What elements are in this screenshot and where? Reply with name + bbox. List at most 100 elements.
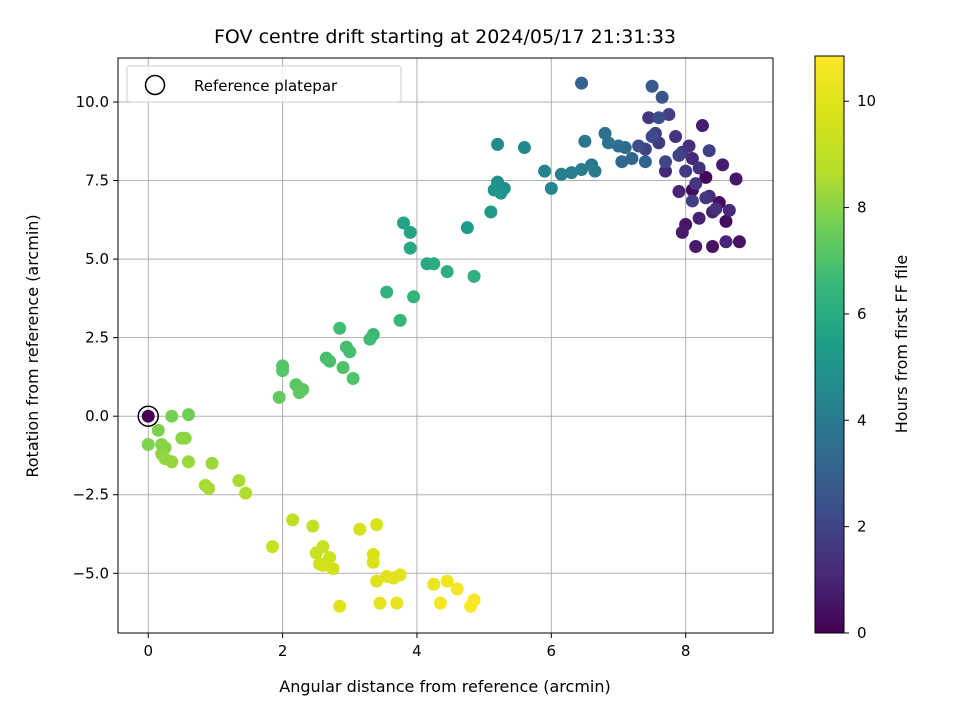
legend-box [126, 65, 402, 103]
y-tick-label: −5.0 [73, 564, 109, 582]
scatter-point [151, 423, 165, 437]
x-tick-label: 2 [278, 642, 288, 660]
x-axis-ticks: 0 2 4 6 8 [143, 633, 690, 660]
scatter-point [141, 437, 155, 451]
scatter-point [689, 177, 703, 191]
scatter-point [615, 155, 629, 169]
scatter-point [353, 522, 367, 536]
colorbar-tick-label: 6 [857, 305, 867, 323]
legend-label-reference: Reference platepar [194, 77, 338, 95]
colorbar-tick-label: 4 [857, 411, 867, 429]
scatter-point [645, 130, 659, 144]
data-points [137, 76, 746, 613]
scatter-point [205, 456, 219, 470]
scatter-point [316, 558, 330, 572]
scatter-point [611, 139, 625, 153]
scatter-point [464, 599, 478, 613]
legend: Reference platepar [126, 65, 402, 103]
y-axis-label: Rotation from reference (arcmin) [23, 214, 42, 477]
scatter-point [403, 241, 417, 255]
scatter-point [165, 455, 179, 469]
scatter-point [601, 136, 615, 150]
scatter-point [675, 225, 689, 239]
y-tick-label: 7.5 [85, 172, 109, 190]
scatter-point [390, 596, 404, 610]
scatter-point [625, 152, 639, 166]
scatter-point [554, 167, 568, 181]
scatter-point [732, 235, 746, 249]
scatter-point [692, 161, 706, 175]
scatter-point [380, 285, 394, 299]
reference-platepar-marker [137, 405, 159, 427]
scatter-point [575, 76, 589, 90]
scatter-point [326, 562, 340, 576]
scatter-point [669, 130, 683, 144]
scatter-point [232, 474, 246, 488]
scatter-point [370, 518, 384, 532]
scatter-point [672, 185, 686, 199]
colorbar-label: Hours from first FF file [892, 255, 911, 434]
scatter-point [272, 390, 286, 404]
scatter-point [692, 211, 706, 225]
scatter-point [642, 111, 656, 125]
scatter-point [662, 108, 676, 122]
colorbar-tick-label: 2 [857, 518, 867, 536]
x-tick-label: 8 [681, 642, 691, 660]
scatter-point [575, 163, 589, 177]
scatter-point [699, 170, 713, 184]
scatter-point [672, 148, 686, 162]
scatter-point [544, 181, 558, 195]
x-tick-label: 0 [143, 642, 153, 660]
scatter-point [679, 164, 693, 178]
scatter-point [484, 205, 498, 219]
scatter-point [343, 345, 357, 359]
scatter-point [309, 546, 323, 560]
scatter-point [685, 194, 699, 208]
scatter-point [729, 172, 743, 186]
scatter-point [702, 144, 716, 158]
scatter-point [659, 164, 673, 178]
scatter-point [460, 221, 474, 235]
scatter-point [165, 409, 179, 423]
scatter-point [467, 269, 481, 283]
plot-frame [117, 57, 774, 634]
y-tick-label: 10.0 [76, 93, 109, 111]
colorbar-tick-label: 8 [857, 199, 867, 217]
scatter-point [407, 290, 421, 304]
legend-marker-reference [144, 74, 166, 96]
scatter-point [638, 155, 652, 169]
scatter-point [323, 354, 337, 368]
scatter-point [716, 158, 730, 172]
colorbar [814, 55, 845, 634]
scatter-point [182, 455, 196, 469]
scatter-point [346, 371, 360, 385]
scatter-point [719, 235, 733, 249]
scatter-point [373, 596, 387, 610]
scatter-point [393, 313, 407, 327]
scatter-point [494, 186, 508, 200]
scatter-point [706, 240, 720, 254]
chart-title: FOV centre drift starting at 2024/05/17 … [214, 26, 676, 48]
y-tick-label: 5.0 [85, 250, 109, 268]
scatter-point [333, 599, 347, 613]
scatter-point [722, 203, 736, 217]
scatter-point [645, 79, 659, 93]
scatter-point [336, 360, 350, 374]
scatter-point [333, 321, 347, 335]
scatter-point [276, 364, 290, 378]
scatter-point [403, 225, 417, 239]
colorbar-tick-label: 10 [857, 92, 876, 110]
scatter-point [719, 214, 733, 228]
scatter-point [709, 202, 723, 216]
colorbar-ticks: 0 2 4 6 8 10 [844, 92, 876, 642]
scatter-point [652, 111, 666, 125]
scatter-point [141, 409, 155, 423]
grid [118, 58, 773, 633]
scatter-point [202, 481, 216, 495]
scatter-point [178, 431, 192, 445]
x-tick-label: 4 [412, 642, 422, 660]
scatter-point [655, 90, 669, 104]
x-tick-label: 6 [547, 642, 557, 660]
scatter-point [397, 216, 411, 230]
